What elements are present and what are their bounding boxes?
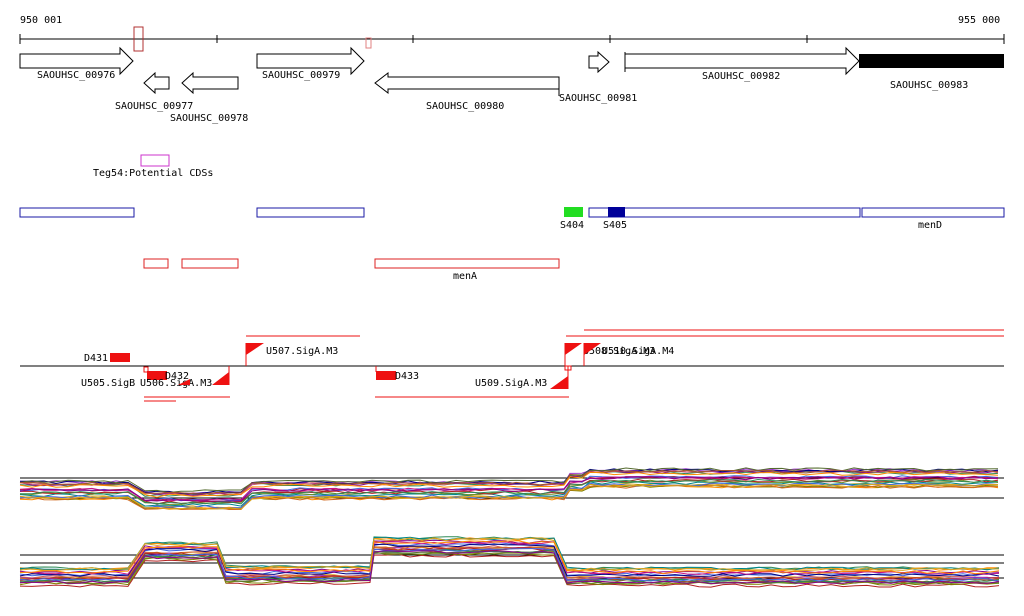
red-annotation-track: menA <box>143 258 560 282</box>
mend-label: menD <box>918 220 942 231</box>
expression-top-trace <box>19 471 999 498</box>
highlight-marker-left[interactable] <box>133 26 144 52</box>
tss-track: D431 U507.SigA.M3 U508.SigA.M3 U510.SigA… <box>20 329 1004 402</box>
expression-top-trace <box>20 478 999 505</box>
u508-marker[interactable] <box>565 343 582 355</box>
gene-arrow-00980[interactable] <box>374 71 560 95</box>
mena-label: menA <box>453 271 477 282</box>
gene-label-00980: SAOUHSC_00980 <box>426 101 504 112</box>
expression-bottom-trace <box>19 537 1000 572</box>
gene-label-00982: SAOUHSC_00982 <box>702 71 780 82</box>
u506-secondary-marker[interactable] <box>178 379 190 385</box>
gene-arrow-00977[interactable] <box>143 71 170 95</box>
u506-label: U506.SigA.M3 <box>140 378 212 389</box>
gene-label-00978: SAOUHSC_00978 <box>170 113 248 124</box>
expression-top-trace <box>19 481 999 507</box>
mend-feature[interactable] <box>861 207 1005 218</box>
red-feature-2[interactable] <box>181 258 239 269</box>
expression-bottom-trace <box>19 553 1000 588</box>
u510-label: U510.SigA.M4 <box>602 346 674 357</box>
expression-bottom-trace <box>19 548 1000 582</box>
gene-arrow-00981[interactable] <box>588 50 610 74</box>
ruler-end-label: 955 000 <box>958 15 1000 26</box>
d432-label: D432 <box>165 371 189 382</box>
gene-arrow-00976[interactable] <box>19 46 134 76</box>
teg54-label: Teg54:Potential CDSs <box>93 168 213 179</box>
blue-feature-2[interactable] <box>256 207 365 218</box>
u509-marker[interactable] <box>550 376 568 389</box>
u509-label: U509.SigA.M3 <box>475 378 547 389</box>
s405-label: S405 <box>603 220 627 231</box>
expression-bottom-trace <box>19 536 1000 571</box>
mena-feature[interactable] <box>374 258 560 269</box>
blue-annotation-track: S404 S405 menD <box>19 207 1005 231</box>
ruler-start-label: 950 001 <box>20 15 62 26</box>
u506-marker[interactable] <box>212 372 229 385</box>
expression-top-trace <box>19 467 999 494</box>
expression-top-trace <box>19 484 999 511</box>
expression-top-trace <box>19 476 999 502</box>
u508-label: U508.SigA.M3 <box>583 346 655 357</box>
u510-marker[interactable] <box>584 343 601 355</box>
gene-label-00983: SAOUHSC_00983 <box>890 80 968 91</box>
u505-marker[interactable] <box>143 366 149 373</box>
gene-track: SAOUHSC_00976 SAOUHSC_00977 SAOUHSC_0097… <box>19 46 1004 124</box>
u507-marker[interactable] <box>246 343 264 355</box>
d433-label: D433 <box>395 371 419 382</box>
gene-label-00981: SAOUHSC_00981 <box>559 93 637 104</box>
expression-bottom-trace <box>19 550 1000 585</box>
s404-feature[interactable] <box>564 207 583 217</box>
blue-feature-3[interactable] <box>588 207 861 218</box>
teg-track: Teg54:Potential CDSs <box>93 154 213 179</box>
d431-label: D431 <box>84 353 108 364</box>
gene-label-00976: SAOUHSC_00976 <box>37 70 115 81</box>
highlight-marker-mid[interactable] <box>365 37 372 49</box>
u505-label: U505.SigB <box>81 378 135 389</box>
gene-arrow-00982[interactable] <box>624 46 860 76</box>
d431-marker[interactable] <box>110 353 130 362</box>
red-feature-1[interactable] <box>143 258 169 269</box>
expression-top-trace <box>19 476 999 502</box>
expression-bottom-trace <box>19 540 1000 575</box>
blue-feature-1[interactable] <box>19 207 135 218</box>
d432-marker[interactable] <box>147 371 167 380</box>
s404-label: S404 <box>560 220 584 231</box>
coordinate-ruler: 950 001 955 000 <box>19 15 1005 52</box>
gene-label-00977: SAOUHSC_00977 <box>115 101 193 112</box>
gene-block-00983[interactable] <box>859 54 1004 68</box>
d433-marker[interactable] <box>376 371 396 380</box>
u507-label: U507.SigA.M3 <box>266 346 338 357</box>
expression-bottom-trace <box>19 543 1000 577</box>
gene-arrow-00978[interactable] <box>181 71 239 95</box>
expression-track-bottom <box>19 536 1004 588</box>
gene-arrow-00979[interactable] <box>256 46 365 76</box>
teg54-feature-box[interactable] <box>140 154 170 167</box>
expression-track-top <box>19 467 1004 511</box>
gene-label-00979: SAOUHSC_00979 <box>262 70 340 81</box>
s405-feature[interactable] <box>608 207 625 217</box>
expression-top-trace <box>19 469 999 495</box>
expression-top-trace <box>19 483 999 510</box>
